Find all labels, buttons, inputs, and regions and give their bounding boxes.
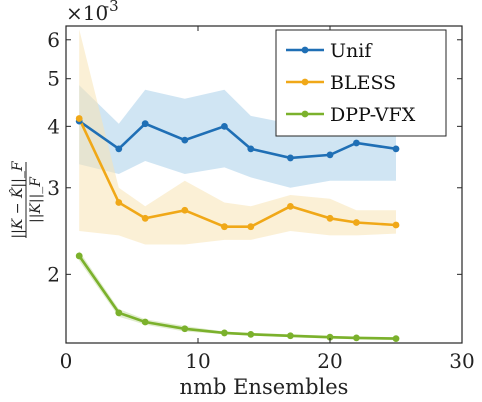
bless-point [326,214,334,222]
legend-bless-label: BLESS [330,72,396,94]
unif-point [141,120,149,128]
y-exponent-power: -3 [104,0,119,15]
bless-point [392,221,400,229]
x-tick-label: 20 [317,349,342,373]
bless-point [181,206,189,214]
unif-point [287,154,294,162]
dpp-vfx-point [353,334,360,342]
x-tick-label: 30 [449,349,474,373]
dpp-vfx-point [392,335,400,343]
y-label-numerator: ||K − K̂||_F [8,160,26,238]
bless-point [221,223,228,231]
series-lines [78,117,397,340]
bless-point [287,202,294,210]
bless-point [247,223,255,231]
legend-unif-label: Unif [330,40,373,62]
bless-point [353,219,360,226]
bless-point [115,199,123,206]
legend-unif-marker [301,46,309,54]
y-tick-label: 6 [47,28,60,52]
legend: Unif BLESS DPP-VFX [275,29,447,137]
y-tick-label: 5 [47,67,60,91]
dpp-vfx-point [141,318,149,326]
dpp-vfx-point [326,333,334,341]
unif-point [353,139,360,147]
legend-dpp-vfx-label: DPP-VFX [330,104,416,126]
series-points [75,115,400,343]
y-tick-label: 2 [47,262,60,286]
y-tick-label: 3 [47,176,60,200]
dpp-vfx-point [221,329,228,337]
unif-point [392,145,400,153]
y-axis-label: ||K − K̂||_F ||K||_F [8,160,44,238]
legend-bless-marker [301,78,309,86]
x-axis-label: nmb Ensembles [180,375,349,399]
dpp-vfx-band [79,251,396,341]
unif-point [247,145,255,153]
bless-point [75,115,83,122]
y-tick-label: 4 [47,114,60,138]
y-exponent-base: ×10 [66,1,108,25]
bless-point [141,214,149,222]
dpp-vfx-point [115,309,123,317]
axes-box [65,25,463,344]
unif-point [221,122,228,130]
y-label-denominator: ||K||_F [28,176,44,223]
axis-tick-labels: 0 10 20 30 2 3 4 5 6 [47,28,474,373]
dpp-vfx-point [247,330,255,338]
dpp-vfx-point [181,325,189,333]
unif-point [326,151,334,159]
y-exponent: ×10 -3 [66,0,119,25]
dpp-vfx-line [78,255,397,340]
unif-point [181,136,189,144]
bless-line [78,117,397,228]
x-tick-label: 0 [60,349,73,373]
legend-dpp-vfx-marker [301,110,309,118]
unif-point [115,145,123,153]
dpp-vfx-point [287,332,294,340]
dpp-vfx-point [75,252,83,260]
unif-line [78,120,397,160]
x-tick-label: 10 [185,349,210,373]
axis-ticks [65,26,463,343]
